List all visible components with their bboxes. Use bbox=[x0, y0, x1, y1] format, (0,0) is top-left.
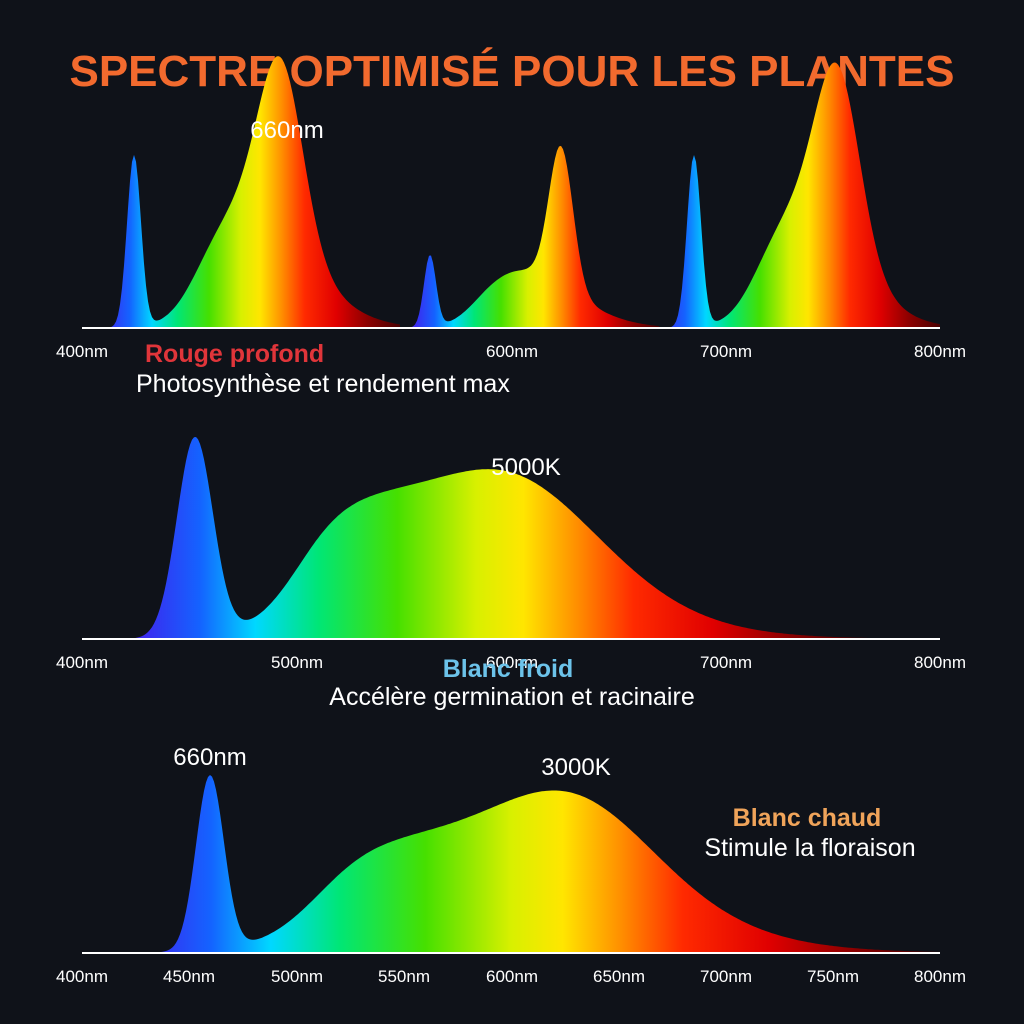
peak-label: 3000K bbox=[541, 754, 610, 781]
x-tick-label: 550nm bbox=[378, 967, 430, 986]
spectrum-curve bbox=[82, 56, 400, 328]
x-tick-label: 700nm bbox=[700, 967, 752, 986]
x-tick-label: 600nm bbox=[486, 342, 538, 361]
x-tick-label: 400nm bbox=[56, 967, 108, 986]
page-title: SPECTRE OPTIMISÉ POUR LES PLANTES bbox=[69, 46, 954, 96]
legend-description: Stimule la floraison bbox=[704, 834, 915, 862]
x-tick-label: 400nm bbox=[56, 653, 108, 672]
chart-warm-white: 400nm 450nm 500nm 550nm 600nm 650nm 700n… bbox=[56, 744, 966, 986]
legend-description: Accélère germination et racinaire bbox=[329, 683, 694, 711]
legend-name: Blanc froid bbox=[443, 655, 574, 683]
legend-name: Rouge profond bbox=[145, 340, 324, 368]
legend-description: Photosynthèse et rendement max bbox=[136, 370, 510, 398]
legend-name: Blanc chaud bbox=[733, 804, 882, 832]
x-tick-label: 800nm bbox=[914, 342, 966, 361]
peak-label: 660nm bbox=[173, 744, 246, 771]
x-tick-label: 500nm bbox=[271, 967, 323, 986]
chart-deep-red: 400nm 600nm 700nm 800nm 660nm Rouge prof… bbox=[56, 56, 966, 398]
peak-label: 660nm bbox=[250, 117, 323, 144]
x-tick-label: 650nm bbox=[593, 967, 645, 986]
x-tick-label: 500nm bbox=[271, 653, 323, 672]
chart-cool-white: 400nm 500nm 600nm 700nm 800nm 5000K Blan… bbox=[56, 437, 966, 711]
spectrum-curve bbox=[82, 437, 870, 639]
x-tick-label: 600nm bbox=[486, 653, 538, 672]
x-tick-label: 800nm bbox=[914, 967, 966, 986]
x-tick-label: 450nm bbox=[163, 967, 215, 986]
spectrum-curve bbox=[640, 62, 940, 328]
spectrum-curve bbox=[82, 775, 940, 953]
spectrum-curve bbox=[395, 145, 660, 328]
x-tick-label: 400nm bbox=[56, 342, 108, 361]
x-tick-label: 750nm bbox=[807, 967, 859, 986]
x-tick-label: 800nm bbox=[914, 653, 966, 672]
x-tick-label: 700nm bbox=[700, 653, 752, 672]
x-tick-label: 700nm bbox=[700, 342, 752, 361]
peak-label: 5000K bbox=[491, 454, 560, 481]
x-tick-label: 600nm bbox=[486, 967, 538, 986]
